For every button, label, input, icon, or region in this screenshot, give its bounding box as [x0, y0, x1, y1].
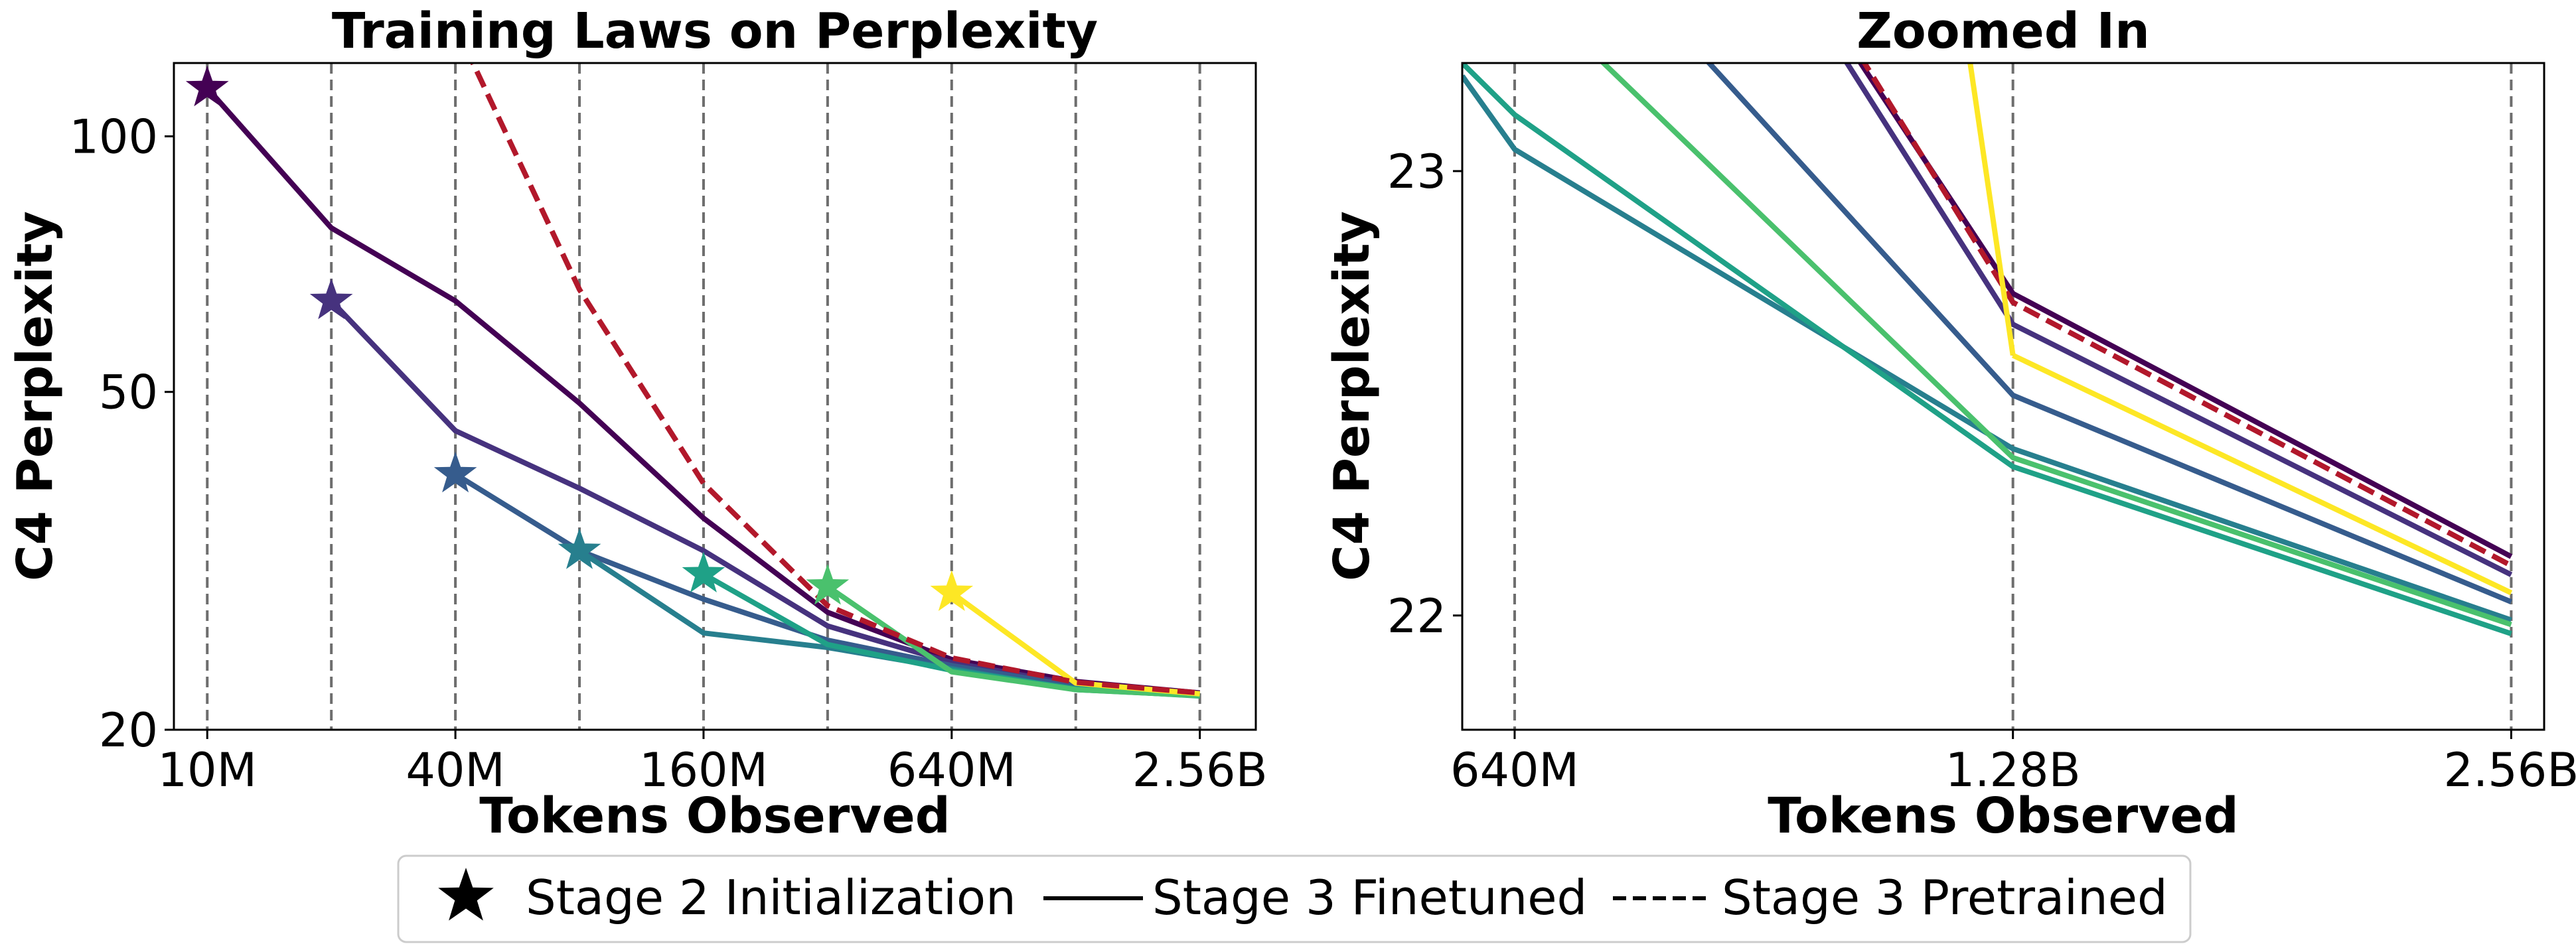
init-star-marker-5: [806, 564, 850, 605]
right-axes-frame: [1461, 62, 2545, 731]
init-star-marker-3: [558, 528, 601, 569]
x-tick-label: 40M: [406, 743, 504, 797]
left-axes-frame: [173, 62, 1257, 731]
chart-right: Zoomed In 22 23 640M 1.28B 2.56B Tokens Obs…: [1324, 3, 2576, 845]
left-series-group: [205, 63, 1201, 699]
x-tick-label: 2.56B: [1132, 743, 1268, 797]
init-star-marker-6: [930, 570, 974, 611]
series-line-1: [329, 299, 1200, 697]
y-tick-label: 50: [99, 366, 158, 420]
chart-left-title: Training Laws on Perplexity: [332, 3, 1098, 60]
left-x-axis-label: Tokens Observed: [479, 787, 950, 845]
right-x-axis-label: Tokens Observed: [1768, 787, 2238, 845]
x-tick-label: 160M: [639, 743, 768, 797]
series-line-5: [1600, 63, 2512, 628]
legend-box: [397, 854, 2192, 943]
y-tick-label: 22: [1387, 589, 1446, 644]
legend-label-finetuned: Stage 3 Finetuned: [1152, 870, 1587, 925]
x-tick-label: 1.28B: [1945, 743, 2081, 797]
left-xticks: 10M 40M 160M 640M 2.56B: [158, 730, 1268, 797]
series-line-7: [1861, 63, 2513, 569]
series-line-entry: [1967, 63, 2016, 356]
series-line-4: [1462, 63, 2512, 636]
series-line-2: [1705, 63, 2512, 604]
right-yticks: 22 23: [1387, 145, 1462, 644]
init-star-marker-2: [433, 451, 477, 493]
init-star-marker-4: [682, 551, 725, 592]
left-y-axis-label: C4 Perplexity: [7, 211, 64, 581]
right-series-group: [1462, 63, 2513, 636]
left-stars-group: [185, 65, 974, 611]
x-tick-label: 2.56B: [2443, 743, 2576, 797]
series-line-6: [2011, 352, 2513, 596]
series-line-3: [1462, 74, 2512, 623]
series-line-7: [470, 63, 1201, 696]
y-tick-label: 20: [99, 703, 158, 758]
x-tick-label: 640M: [1450, 743, 1579, 797]
y-tick-label: 100: [69, 110, 158, 165]
legend-label-pretrained: Stage 3 Pretrained: [1722, 870, 2168, 925]
left-yticks: 20 50 100: [69, 110, 174, 758]
init-star-marker-0: [185, 65, 229, 107]
init-star-marker-1: [309, 278, 353, 320]
chart-left: Training Laws on Perplexity 20 50 100 10M 4…: [7, 3, 1268, 845]
legend-star-icon: [438, 868, 494, 921]
y-tick-label: 23: [1387, 145, 1446, 199]
series-line-3: [577, 548, 1200, 699]
x-tick-label: 640M: [887, 743, 1016, 797]
series-line-1: [1843, 63, 2513, 577]
series-line-0: [1857, 63, 2513, 559]
x-tick-label: 10M: [158, 743, 257, 797]
right-y-axis-label: C4 Perplexity: [1324, 211, 1381, 581]
chart-right-title: Zoomed In: [1856, 3, 2150, 60]
left-vlines: [206, 63, 1201, 730]
legend-label-init: Stage 2 Initialization: [526, 870, 1016, 925]
legend: Stage 2 Initialization Stage 3 Finetuned…: [397, 854, 2192, 943]
right-xticks: 640M 1.28B 2.56B: [1450, 730, 2576, 797]
